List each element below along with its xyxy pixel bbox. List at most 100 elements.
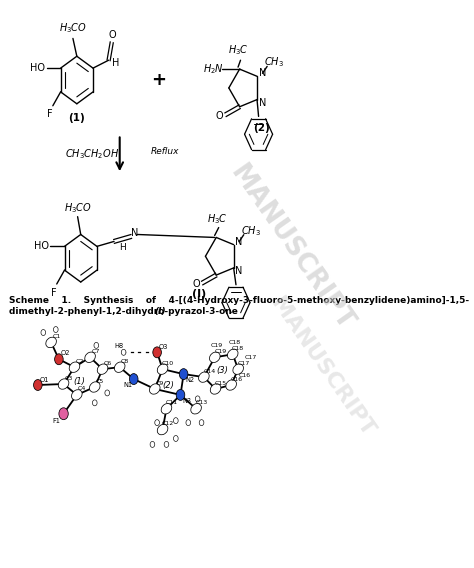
Text: HO: HO (34, 241, 49, 252)
Ellipse shape (199, 372, 209, 382)
Circle shape (199, 420, 204, 425)
Text: $H_2N$: $H_2N$ (202, 62, 224, 76)
Text: C18: C18 (232, 346, 244, 351)
Text: C2: C2 (76, 359, 84, 364)
Text: $H_3C$: $H_3C$ (228, 43, 248, 57)
Ellipse shape (228, 349, 238, 360)
Ellipse shape (210, 352, 220, 362)
Text: (2): (2) (253, 123, 270, 132)
Text: (I): (I) (192, 289, 206, 299)
Circle shape (59, 408, 68, 420)
Text: (2): (2) (162, 381, 174, 390)
Text: N: N (259, 68, 266, 78)
Text: O: O (192, 279, 200, 289)
Text: $CH_3CH_2OH$: $CH_3CH_2OH$ (65, 147, 119, 161)
Text: (3): (3) (217, 366, 228, 375)
Text: F1: F1 (53, 417, 61, 424)
Text: C12: C12 (162, 421, 174, 426)
Circle shape (55, 354, 63, 365)
Circle shape (129, 374, 138, 385)
Ellipse shape (157, 364, 168, 374)
Ellipse shape (161, 403, 172, 414)
Text: N: N (259, 98, 266, 107)
Ellipse shape (210, 384, 221, 394)
Ellipse shape (85, 352, 95, 362)
Circle shape (105, 390, 109, 396)
Circle shape (176, 390, 185, 400)
Text: O3: O3 (159, 344, 168, 350)
Ellipse shape (233, 364, 244, 374)
Text: $CH_3$: $CH_3$ (241, 224, 261, 237)
Circle shape (54, 327, 58, 332)
Text: dimethyl-2-phenyl-1,2-dihydro-pyrazol-3-one: dimethyl-2-phenyl-1,2-dihydro-pyrazol-3-… (9, 307, 241, 316)
Circle shape (121, 349, 126, 356)
Text: C14: C14 (203, 369, 216, 374)
Ellipse shape (72, 390, 82, 400)
Text: C3: C3 (65, 375, 73, 381)
Text: C4: C4 (78, 386, 86, 391)
Text: N: N (236, 266, 243, 276)
Text: C16: C16 (230, 377, 243, 382)
Text: H: H (112, 58, 119, 68)
Text: MANUSCRIPT: MANUSCRIPT (224, 161, 358, 336)
Text: Reflux: Reflux (151, 147, 179, 156)
Text: C18: C18 (229, 340, 241, 345)
Circle shape (94, 343, 99, 348)
Ellipse shape (69, 362, 80, 373)
Text: C13: C13 (195, 400, 208, 406)
Ellipse shape (114, 362, 125, 373)
Text: F: F (47, 108, 53, 119)
Ellipse shape (97, 364, 108, 374)
Text: $H_3CO$: $H_3CO$ (64, 201, 91, 215)
Text: N: N (236, 237, 243, 247)
Text: (1): (1) (73, 377, 85, 386)
Circle shape (195, 396, 200, 402)
Ellipse shape (226, 380, 237, 390)
Circle shape (155, 420, 159, 425)
Circle shape (153, 347, 162, 358)
Text: O1: O1 (39, 377, 49, 383)
Text: N2: N2 (185, 377, 194, 383)
Text: $CH_3$: $CH_3$ (264, 56, 284, 69)
Text: C11: C11 (166, 400, 178, 406)
Text: C9: C9 (156, 381, 164, 386)
Text: C19: C19 (214, 349, 227, 354)
Text: N3: N3 (182, 398, 191, 404)
Text: F: F (51, 288, 56, 298)
Text: C5: C5 (96, 378, 104, 383)
Circle shape (164, 441, 169, 448)
Text: (I): (I) (155, 307, 166, 316)
Text: O: O (109, 31, 116, 40)
Text: $H_3C$: $H_3C$ (207, 212, 228, 225)
Text: (1): (1) (68, 112, 85, 123)
Text: C8: C8 (121, 359, 129, 364)
Text: C6: C6 (104, 361, 112, 366)
Circle shape (41, 329, 46, 336)
Text: Scheme    1.    Synthesis    of    4-[(4-Hydroxy-3-fluoro-5-methoxy-benzylidene): Scheme 1. Synthesis of 4-[(4-Hydroxy-3-f… (9, 296, 469, 305)
Text: C7: C7 (91, 349, 100, 354)
Text: C19: C19 (211, 343, 223, 348)
Ellipse shape (90, 382, 100, 392)
Ellipse shape (46, 337, 56, 348)
Ellipse shape (191, 403, 201, 414)
Circle shape (34, 379, 42, 390)
Circle shape (173, 417, 178, 424)
Text: O2: O2 (60, 350, 70, 356)
Text: C15: C15 (215, 381, 227, 386)
Text: H: H (119, 243, 126, 252)
Text: C1: C1 (53, 334, 61, 339)
Text: $H_3CO$: $H_3CO$ (59, 22, 87, 35)
Circle shape (179, 369, 188, 379)
Text: HO: HO (30, 63, 45, 73)
Text: MANUSCRIPT: MANUSCRIPT (267, 294, 378, 440)
Circle shape (186, 420, 191, 425)
Ellipse shape (58, 379, 69, 389)
Ellipse shape (157, 424, 168, 435)
Text: C17: C17 (245, 355, 257, 360)
Text: H8: H8 (114, 344, 124, 349)
Text: O: O (216, 111, 223, 120)
Text: N1: N1 (123, 382, 132, 388)
Circle shape (173, 436, 178, 441)
Text: C10: C10 (162, 361, 174, 366)
Text: C17: C17 (237, 361, 250, 366)
